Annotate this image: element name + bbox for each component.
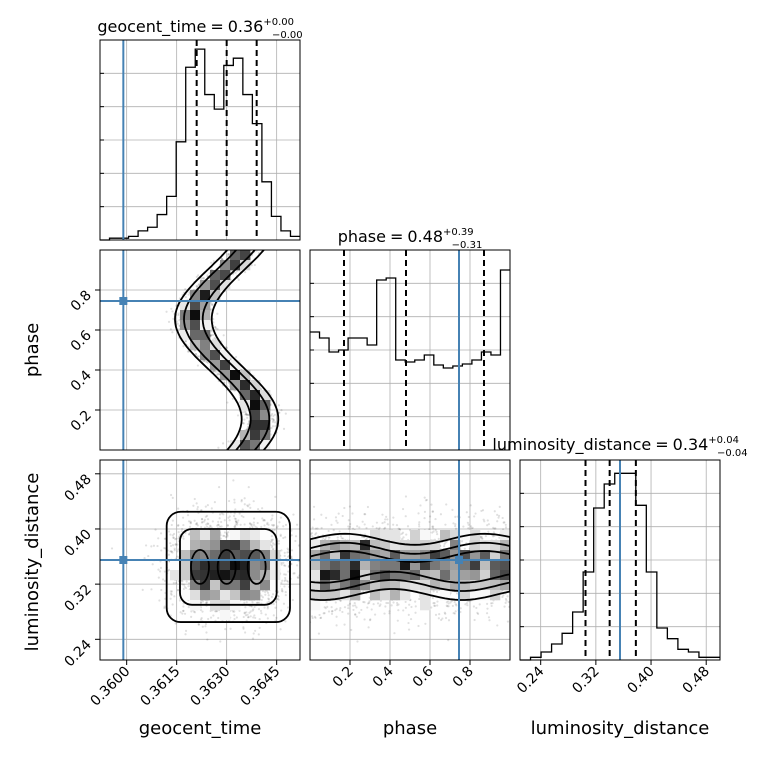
histogram-step-geocent_time [100,48,300,241]
xtick-geocent_time-1: 0.3615 [138,664,184,710]
histogram-step-phase [310,269,510,369]
hist-panel-geocent_time [99,39,301,241]
xtick-luminosity_distance-3: 0.48 [680,664,713,697]
ytick-phase-0: 0.2 [68,408,95,435]
title-geocent-time: geocent_time = 0.36+0.00 −0.00 [97,17,302,41]
truth-marker-phase-vs-luminosity_distance [455,556,463,564]
truth-marker-geocent_time-vs-phase [119,297,128,305]
truth-marker-geocent_time-vs-luminosity_distance [119,556,128,564]
title-geocent-minus: −0.00 [272,30,303,41]
title-phase-name: phase [338,227,386,246]
xtick-phase-0: 0.2 [330,664,357,691]
ytick-luminosity_distance-0: 0.24 [61,637,94,670]
hist-panel-phase [309,249,511,451]
ytick-luminosity_distance-1: 0.32 [61,582,94,615]
title-lum-value: 0.34 [673,435,709,454]
ytick-phase-1: 0.4 [68,367,95,394]
title-luminosity-distance: luminosity_distance = 0.34+0.04 −0.04 [492,435,747,459]
ytick-luminosity_distance-3: 0.48 [61,471,94,504]
xlabel-luminosity-distance: luminosity_distance [531,718,710,739]
xtick-phase-2: 0.6 [410,663,437,690]
xtick-geocent_time-3: 0.3645 [238,664,284,710]
xtick-geocent_time-2: 0.3630 [188,664,234,710]
contours-phase-vs-luminosity_distance [310,532,510,601]
title-geocent-value: 0.36 [228,17,264,36]
title-geocent-plus: +0.00 [263,17,294,28]
xlabel-geocent-time: geocent_time [139,718,262,739]
title-lum-name: luminosity_distance [492,435,651,455]
scatter-panel-phase-vs-luminosity_distance [309,459,511,661]
title-phase-minus: −0.31 [452,240,483,251]
xtick-geocent_time-0: 0.3600 [88,664,134,710]
hist-panel-luminosity_distance [519,459,721,661]
xlabel-phase: phase [383,718,437,739]
ylabel-phase: phase [22,323,43,377]
xtick-luminosity_distance-2: 0.40 [625,664,658,697]
scatter-panel-geocent_time-vs-phase [99,249,301,451]
title-geocent-name: geocent_time [97,17,206,37]
ytick-phase-2: 0.6 [68,327,95,354]
scatter-panel-geocent_time-vs-luminosity_distance [99,459,301,661]
title-lum-plus: +0.04 [708,435,739,446]
histogram-step-luminosity_distance [520,472,720,661]
contours-geocent_time-vs-luminosity_distance [165,510,291,623]
xtick-luminosity_distance-0: 0.24 [514,663,547,696]
xtick-phase-1: 0.4 [370,663,397,690]
title-lum-minus: −0.04 [717,448,748,459]
ytick-luminosity_distance-2: 0.40 [61,526,94,559]
title-phase-value: 0.48 [407,227,443,246]
contours-geocent_time-vs-phase [174,250,280,450]
title-phase-plus: +0.39 [443,227,474,238]
ylabel-luminosity-distance: luminosity_distance [22,473,43,652]
title-phase: phase = 0.48+0.39 −0.31 [338,227,483,251]
xtick-phase-3: 0.8 [450,664,477,691]
xtick-luminosity_distance-1: 0.32 [569,664,602,697]
ytick-phase-3: 0.8 [68,288,95,315]
